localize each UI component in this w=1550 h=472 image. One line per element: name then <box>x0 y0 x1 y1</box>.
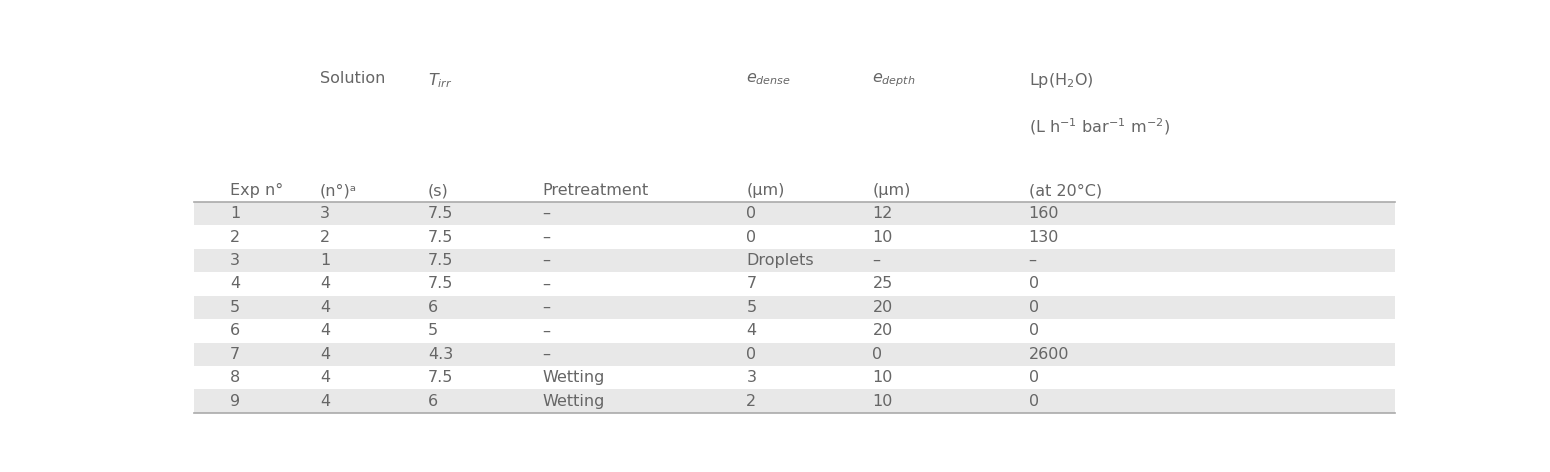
Text: –: – <box>1029 253 1037 268</box>
Text: 0: 0 <box>1029 370 1038 385</box>
Text: 4: 4 <box>319 347 330 362</box>
Bar <box>194 226 1395 249</box>
Text: 5: 5 <box>747 300 756 315</box>
Text: 6: 6 <box>229 323 240 338</box>
Text: 2: 2 <box>747 394 756 409</box>
Text: 3: 3 <box>747 370 756 385</box>
Text: 0: 0 <box>1029 394 1038 409</box>
Bar <box>194 249 1395 272</box>
Text: 4: 4 <box>319 323 330 338</box>
Text: 9: 9 <box>229 394 240 409</box>
Text: 7.5: 7.5 <box>428 253 453 268</box>
Text: $e_{depth}$: $e_{depth}$ <box>873 71 916 89</box>
Bar <box>194 295 1395 319</box>
Text: 4: 4 <box>319 300 330 315</box>
Text: 0: 0 <box>1029 300 1038 315</box>
Text: Exp n°: Exp n° <box>229 183 284 198</box>
Text: 8: 8 <box>229 370 240 385</box>
Text: Droplets: Droplets <box>747 253 814 268</box>
Text: –: – <box>542 347 550 362</box>
Text: 160: 160 <box>1029 206 1059 221</box>
Text: 130: 130 <box>1029 230 1059 244</box>
Text: 0: 0 <box>873 347 882 362</box>
Text: 1: 1 <box>319 253 330 268</box>
Text: –: – <box>873 253 880 268</box>
Text: 4.3: 4.3 <box>428 347 453 362</box>
Text: 7.5: 7.5 <box>428 277 453 292</box>
Text: –: – <box>542 253 550 268</box>
Text: 7: 7 <box>229 347 240 362</box>
Text: 3: 3 <box>229 253 240 268</box>
Text: 0: 0 <box>747 230 756 244</box>
Text: 25: 25 <box>873 277 893 292</box>
Bar <box>194 343 1395 366</box>
Text: 0: 0 <box>747 347 756 362</box>
Bar <box>194 202 1395 226</box>
Bar <box>194 319 1395 343</box>
Text: –: – <box>542 230 550 244</box>
Text: (s): (s) <box>428 184 449 198</box>
Text: 5: 5 <box>428 323 439 338</box>
Text: 4: 4 <box>229 277 240 292</box>
Text: 6: 6 <box>428 394 439 409</box>
Text: 0: 0 <box>747 206 756 221</box>
Text: 0: 0 <box>1029 277 1038 292</box>
Text: 2: 2 <box>229 230 240 244</box>
Text: Solution: Solution <box>319 71 386 86</box>
Text: 2: 2 <box>319 230 330 244</box>
Text: 4: 4 <box>747 323 756 338</box>
Text: 2600: 2600 <box>1029 347 1070 362</box>
Text: 4: 4 <box>319 394 330 409</box>
Text: –: – <box>542 300 550 315</box>
Text: –: – <box>542 323 550 338</box>
Text: 4: 4 <box>319 277 330 292</box>
Text: Wetting: Wetting <box>542 370 604 385</box>
Text: 7.5: 7.5 <box>428 230 453 244</box>
Text: 6: 6 <box>428 300 439 315</box>
Text: (L h$^{-1}$ bar$^{-1}$ m$^{-2}$): (L h$^{-1}$ bar$^{-1}$ m$^{-2}$) <box>1029 116 1170 137</box>
Text: 20: 20 <box>873 323 893 338</box>
Text: –: – <box>542 206 550 221</box>
Text: $T_{irr}$: $T_{irr}$ <box>428 71 453 90</box>
Text: Wetting: Wetting <box>542 394 604 409</box>
Bar <box>194 272 1395 295</box>
Text: (μm): (μm) <box>747 184 784 198</box>
Text: 7: 7 <box>747 277 756 292</box>
Text: 3: 3 <box>319 206 330 221</box>
Text: (μm): (μm) <box>873 184 911 198</box>
Text: –: – <box>542 277 550 292</box>
Text: Pretreatment: Pretreatment <box>542 184 648 198</box>
Text: (n°)ᵃ: (n°)ᵃ <box>319 184 356 198</box>
Text: 1: 1 <box>229 206 240 221</box>
Text: 10: 10 <box>873 370 893 385</box>
Bar <box>194 366 1395 389</box>
Text: 0: 0 <box>1029 323 1038 338</box>
Text: 7.5: 7.5 <box>428 206 453 221</box>
Text: 10: 10 <box>873 230 893 244</box>
Text: 4: 4 <box>319 370 330 385</box>
Text: Lp(H$_2$O): Lp(H$_2$O) <box>1029 71 1093 90</box>
Text: 12: 12 <box>873 206 893 221</box>
Text: (at 20°C): (at 20°C) <box>1029 184 1102 198</box>
Text: 7.5: 7.5 <box>428 370 453 385</box>
Text: 20: 20 <box>873 300 893 315</box>
Text: 10: 10 <box>873 394 893 409</box>
Bar <box>194 389 1395 413</box>
Text: 5: 5 <box>229 300 240 315</box>
Text: $e_{dense}$: $e_{dense}$ <box>747 71 792 87</box>
